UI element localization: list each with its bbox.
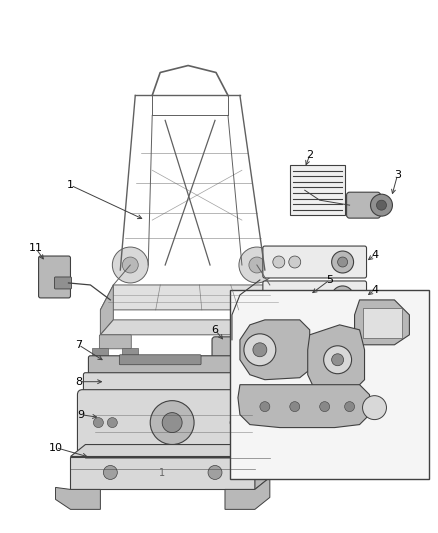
Text: 2: 2 [306, 150, 313, 160]
Text: 1: 1 [159, 469, 165, 479]
FancyBboxPatch shape [346, 192, 381, 218]
FancyBboxPatch shape [119, 355, 201, 365]
FancyBboxPatch shape [83, 373, 262, 393]
Circle shape [320, 402, 330, 411]
Circle shape [107, 417, 117, 427]
Bar [92, 348, 108, 356]
Text: 4: 4 [371, 250, 378, 260]
Circle shape [260, 402, 270, 411]
Polygon shape [100, 285, 285, 310]
Circle shape [273, 256, 285, 268]
FancyBboxPatch shape [263, 246, 367, 278]
Polygon shape [240, 320, 310, 379]
Polygon shape [100, 285, 113, 335]
Circle shape [363, 395, 386, 419]
Circle shape [273, 291, 285, 303]
Bar [363, 308, 403, 338]
Text: 9: 9 [77, 410, 84, 419]
Circle shape [345, 402, 355, 411]
Circle shape [243, 417, 253, 427]
Circle shape [338, 292, 348, 302]
FancyBboxPatch shape [39, 256, 71, 298]
FancyBboxPatch shape [88, 356, 257, 374]
Bar [290, 165, 345, 215]
Circle shape [289, 291, 301, 303]
Polygon shape [71, 456, 255, 489]
Bar [230, 290, 429, 480]
Text: 4: 4 [371, 285, 378, 295]
Circle shape [244, 334, 276, 366]
Circle shape [377, 200, 386, 210]
Polygon shape [270, 285, 285, 335]
Text: 11: 11 [28, 243, 42, 253]
Text: 8: 8 [75, 377, 82, 387]
Circle shape [239, 247, 275, 283]
FancyBboxPatch shape [78, 390, 265, 455]
Circle shape [338, 257, 348, 267]
Text: 1: 1 [67, 180, 74, 190]
Bar [275, 348, 291, 356]
Circle shape [324, 346, 352, 374]
Bar [247, 348, 263, 356]
Circle shape [162, 413, 182, 433]
FancyBboxPatch shape [212, 337, 253, 373]
FancyBboxPatch shape [54, 277, 71, 289]
Circle shape [290, 402, 300, 411]
Polygon shape [100, 320, 285, 335]
Circle shape [208, 465, 222, 480]
Text: 6: 6 [212, 325, 219, 335]
Polygon shape [71, 445, 270, 456]
FancyBboxPatch shape [99, 335, 131, 349]
Circle shape [122, 257, 138, 273]
Text: 5: 5 [326, 275, 333, 285]
Circle shape [332, 251, 353, 273]
Circle shape [332, 286, 353, 308]
Text: 10: 10 [49, 442, 63, 453]
Circle shape [103, 465, 117, 480]
FancyBboxPatch shape [263, 281, 367, 313]
Polygon shape [355, 300, 410, 345]
Polygon shape [308, 325, 364, 394]
Circle shape [249, 257, 265, 273]
FancyBboxPatch shape [252, 335, 284, 349]
Circle shape [112, 247, 148, 283]
Polygon shape [255, 445, 270, 489]
Circle shape [93, 417, 103, 427]
Circle shape [230, 417, 240, 427]
Circle shape [289, 256, 301, 268]
Polygon shape [225, 478, 270, 510]
Circle shape [253, 343, 267, 357]
Text: 3: 3 [394, 170, 401, 180]
Circle shape [150, 401, 194, 445]
Polygon shape [238, 385, 370, 427]
Bar [122, 348, 138, 356]
Polygon shape [56, 487, 100, 510]
Text: 7: 7 [75, 340, 82, 350]
Circle shape [371, 194, 392, 216]
Circle shape [332, 354, 343, 366]
